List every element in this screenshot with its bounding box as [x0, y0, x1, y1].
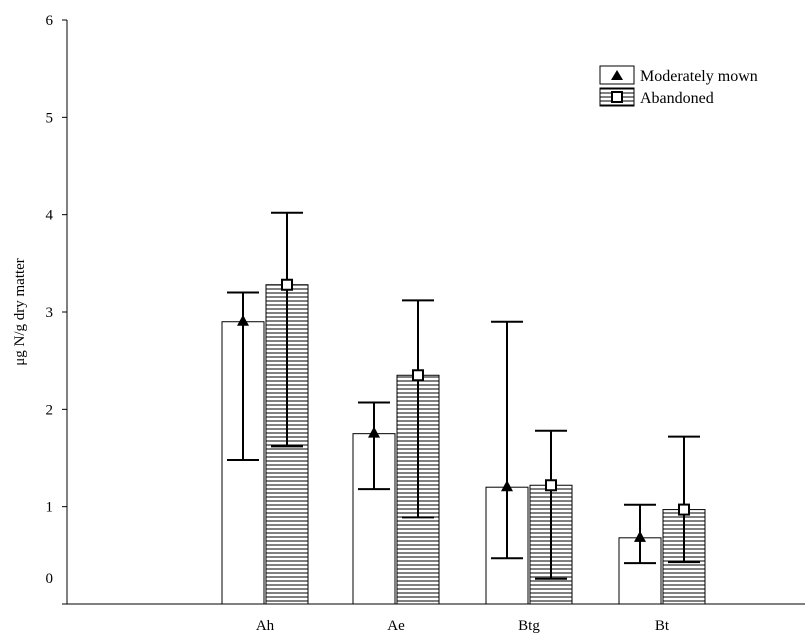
legend-label-abandoned: Abandoned [640, 90, 714, 107]
y-tick-label: 6 [46, 13, 54, 29]
y-tick-label: 1 [46, 500, 54, 516]
y-axis-title: μg N/g dry matter [12, 258, 28, 366]
y-tick-label: 3 [46, 305, 54, 321]
error-bar [668, 435, 700, 564]
y-tick-label: 0 [46, 571, 54, 587]
legend-square-marker [611, 91, 623, 103]
bars [221, 284, 706, 605]
triangle-marker [237, 314, 249, 326]
square-marker [281, 278, 293, 291]
markers [237, 278, 690, 542]
x-tick-label: Ae [387, 618, 405, 634]
x-tick-label: Ah [256, 618, 275, 634]
square-marker [678, 503, 690, 516]
square-marker [545, 479, 557, 492]
labels: 0 1 2 3 4 5 6 μg N/g dry matter Ah Ae Btg Bt [12, 13, 670, 634]
triangle-marker [634, 530, 646, 542]
y-tick-label: 2 [46, 402, 54, 418]
error-bar [491, 320, 523, 560]
error-bar [358, 401, 390, 491]
error-bars [227, 211, 700, 580]
x-tick-label: Btg [518, 618, 540, 634]
square-marker [412, 369, 424, 382]
error-bar [271, 211, 303, 448]
legend-triangle-marker [611, 70, 623, 80]
x-tick-label: Bt [655, 618, 670, 634]
legend: Moderately mown Abandoned [599, 65, 758, 107]
error-bar [402, 299, 434, 519]
triangle-marker [501, 480, 513, 492]
error-bar [535, 429, 567, 580]
y-tick-label: 4 [46, 208, 54, 224]
triangle-marker [368, 426, 380, 438]
y-tick-label: 5 [46, 110, 54, 126]
legend-label-moderately-mown: Moderately mown [640, 68, 758, 85]
